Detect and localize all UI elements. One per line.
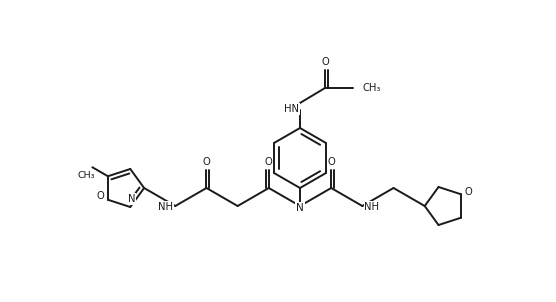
Text: N: N	[127, 194, 135, 204]
Text: CH₃: CH₃	[78, 171, 95, 180]
Text: CH₃: CH₃	[363, 83, 381, 93]
Text: HN: HN	[285, 104, 300, 114]
Text: O: O	[327, 157, 335, 167]
Text: O: O	[202, 157, 210, 167]
Text: O: O	[265, 157, 272, 167]
Text: NH: NH	[158, 202, 173, 212]
Text: O: O	[464, 187, 471, 197]
Text: NH: NH	[364, 202, 379, 212]
Text: N: N	[296, 203, 304, 213]
Text: O: O	[321, 57, 329, 67]
Text: O: O	[96, 191, 104, 201]
